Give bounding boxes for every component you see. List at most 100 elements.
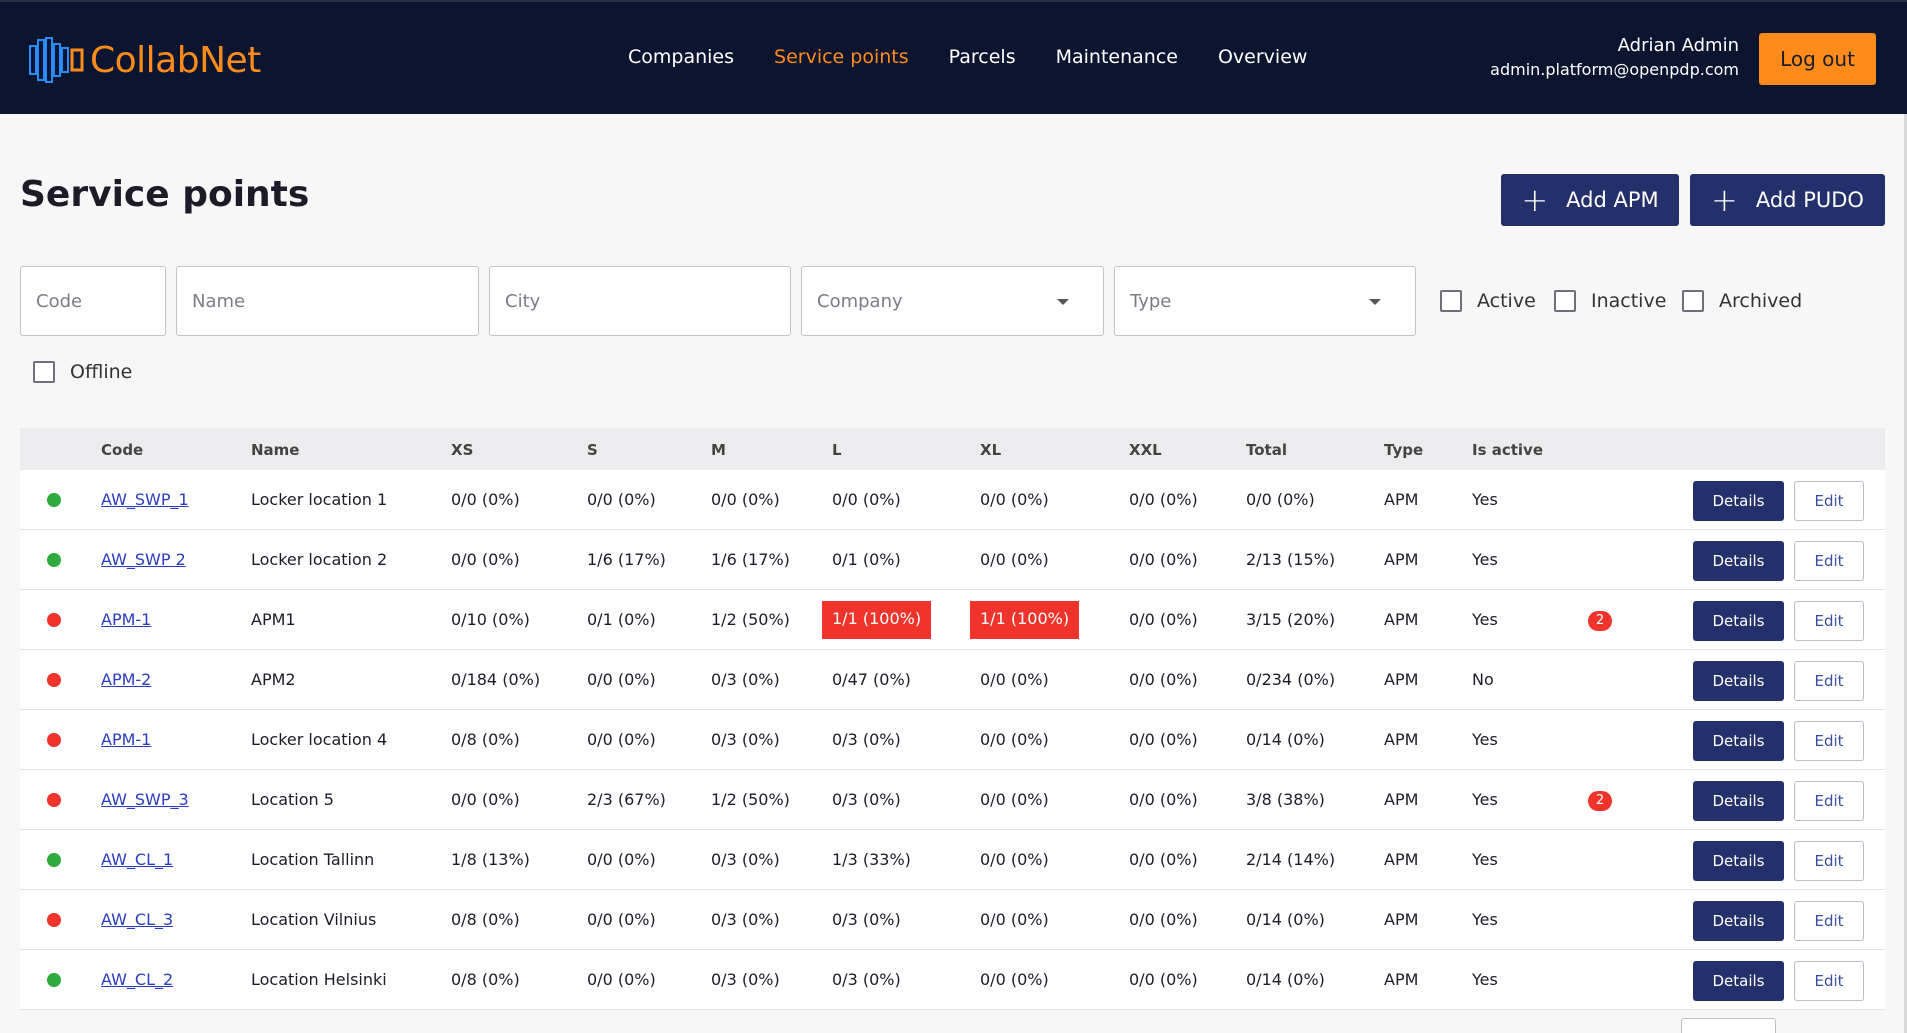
- cell-m: 1/6 (17%): [711, 550, 790, 569]
- details-button[interactable]: Details: [1693, 901, 1784, 941]
- caret-down-icon: [1369, 299, 1381, 305]
- cell-name: Location 5: [251, 790, 334, 809]
- main-nav: Companies Service points Parcels Mainten…: [628, 46, 1347, 68]
- nav-companies[interactable]: Companies: [628, 46, 735, 68]
- app-logo[interactable]: CollabNet: [28, 36, 261, 84]
- status-dot-icon: [47, 613, 61, 627]
- col-total[interactable]: Total: [1246, 441, 1287, 459]
- col-name[interactable]: Name: [251, 441, 300, 459]
- company-select[interactable]: Company: [801, 266, 1104, 336]
- type-select[interactable]: Type: [1114, 266, 1416, 336]
- code-link[interactable]: APM-1: [101, 730, 152, 749]
- status-dot-icon: [47, 493, 61, 507]
- cell-is-active: Yes: [1472, 610, 1498, 629]
- col-xl[interactable]: XL: [980, 441, 1002, 459]
- cell-xl: 1/1 (100%): [970, 601, 1080, 639]
- cell-s: 0/0 (0%): [587, 490, 656, 509]
- details-button[interactable]: Details: [1693, 961, 1784, 1001]
- cell-xs: 0/0 (0%): [451, 490, 520, 509]
- active-checkbox[interactable]: Active: [1440, 290, 1536, 312]
- cell-total: 0/234 (0%): [1246, 670, 1336, 689]
- add-apm-button[interactable]: + Add APM: [1501, 174, 1679, 226]
- cell-xxl: 0/0 (0%): [1129, 610, 1198, 629]
- nav-service-points[interactable]: Service points: [774, 46, 909, 68]
- col-code[interactable]: Code: [101, 441, 144, 459]
- edit-button[interactable]: Edit: [1794, 961, 1864, 1001]
- col-xs[interactable]: XS: [451, 441, 474, 459]
- table-row: AW_CL_2 Location Helsinki 0/8 (0%) 0/0 (0%)…: [20, 950, 1885, 1010]
- details-button[interactable]: Details: [1693, 481, 1784, 521]
- details-button[interactable]: Details: [1693, 601, 1784, 641]
- col-is-active[interactable]: Is active: [1472, 441, 1544, 459]
- type-select-label: Type: [1130, 290, 1172, 312]
- cell-m: 1/2 (50%): [711, 610, 790, 629]
- cell-m: 0/3 (0%): [711, 850, 780, 869]
- edit-button[interactable]: Edit: [1794, 721, 1864, 761]
- pagination-button[interactable]: [1681, 1018, 1776, 1033]
- cell-is-active: Yes: [1472, 970, 1498, 989]
- code-link[interactable]: AW_SWP_1: [101, 490, 189, 509]
- code-link[interactable]: AW_CL_2: [101, 970, 174, 989]
- edit-button[interactable]: Edit: [1794, 541, 1864, 581]
- details-button[interactable]: Details: [1693, 721, 1784, 761]
- col-m[interactable]: M: [711, 441, 726, 459]
- cell-xl: 0/0 (0%): [980, 550, 1049, 569]
- edit-button[interactable]: Edit: [1794, 481, 1864, 521]
- details-button[interactable]: Details: [1693, 541, 1784, 581]
- table-row: AW_CL_3 Location Vilnius 0/8 (0%) 0/0 (0%) 0…: [20, 890, 1885, 950]
- col-type[interactable]: Type: [1384, 441, 1424, 459]
- nav-maintenance[interactable]: Maintenance: [1055, 46, 1178, 68]
- col-l[interactable]: L: [832, 441, 842, 459]
- details-button[interactable]: Details: [1693, 661, 1784, 701]
- active-label: Active: [1477, 290, 1536, 312]
- logout-button[interactable]: Log out: [1759, 33, 1876, 85]
- edit-button[interactable]: Edit: [1794, 601, 1864, 641]
- cell-xxl: 0/0 (0%): [1129, 550, 1198, 569]
- checkbox-box: [1440, 290, 1462, 312]
- edit-button[interactable]: Edit: [1794, 841, 1864, 881]
- cell-name: APM1: [251, 610, 296, 629]
- code-input[interactable]: [36, 290, 165, 312]
- cell-type: APM: [1384, 610, 1419, 629]
- code-link[interactable]: AW_SWP 2: [101, 550, 186, 569]
- archived-checkbox[interactable]: Archived: [1682, 290, 1802, 312]
- name-input[interactable]: [192, 290, 478, 312]
- cell-xxl: 0/0 (0%): [1129, 670, 1198, 689]
- cell-is-active: Yes: [1472, 850, 1498, 869]
- add-apm-label: Add APM: [1566, 188, 1659, 212]
- cell-l: 0/47 (0%): [832, 670, 911, 689]
- page-scrollbar[interactable]: [1904, 114, 1907, 1033]
- city-input[interactable]: [505, 290, 790, 312]
- details-button[interactable]: Details: [1693, 781, 1784, 821]
- inactive-checkbox[interactable]: Inactive: [1554, 290, 1666, 312]
- cell-xxl: 0/0 (0%): [1129, 730, 1198, 749]
- code-link[interactable]: APM-1: [101, 610, 152, 629]
- city-filter: [489, 266, 791, 336]
- cell-type: APM: [1384, 910, 1419, 929]
- cell-is-active: Yes: [1472, 490, 1498, 509]
- cell-is-active: Yes: [1472, 550, 1498, 569]
- edit-button[interactable]: Edit: [1794, 661, 1864, 701]
- code-link[interactable]: APM-2: [101, 670, 152, 689]
- cell-name: Location Helsinki: [251, 970, 387, 989]
- add-pudo-button[interactable]: + Add PUDO: [1690, 174, 1885, 226]
- col-xxl[interactable]: XXL: [1129, 441, 1162, 459]
- offline-label: Offline: [70, 361, 133, 383]
- status-dot-icon: [47, 913, 61, 927]
- details-button[interactable]: Details: [1693, 841, 1784, 881]
- edit-button[interactable]: Edit: [1794, 781, 1864, 821]
- code-link[interactable]: AW_CL_3: [101, 910, 174, 929]
- cell-m: 0/3 (0%): [711, 910, 780, 929]
- code-link[interactable]: AW_SWP_3: [101, 790, 189, 809]
- code-link[interactable]: AW_CL_1: [101, 850, 174, 869]
- nav-overview[interactable]: Overview: [1217, 46, 1308, 68]
- cell-is-active: No: [1472, 670, 1494, 689]
- cell-xxl: 0/0 (0%): [1129, 910, 1198, 929]
- cell-l: 0/3 (0%): [832, 730, 901, 749]
- offline-checkbox[interactable]: Offline: [33, 361, 132, 383]
- col-s[interactable]: S: [587, 441, 598, 459]
- edit-button[interactable]: Edit: [1794, 901, 1864, 941]
- nav-parcels[interactable]: Parcels: [948, 46, 1016, 68]
- status-dot-icon: [47, 853, 61, 867]
- cell-m: 0/0 (0%): [711, 490, 780, 509]
